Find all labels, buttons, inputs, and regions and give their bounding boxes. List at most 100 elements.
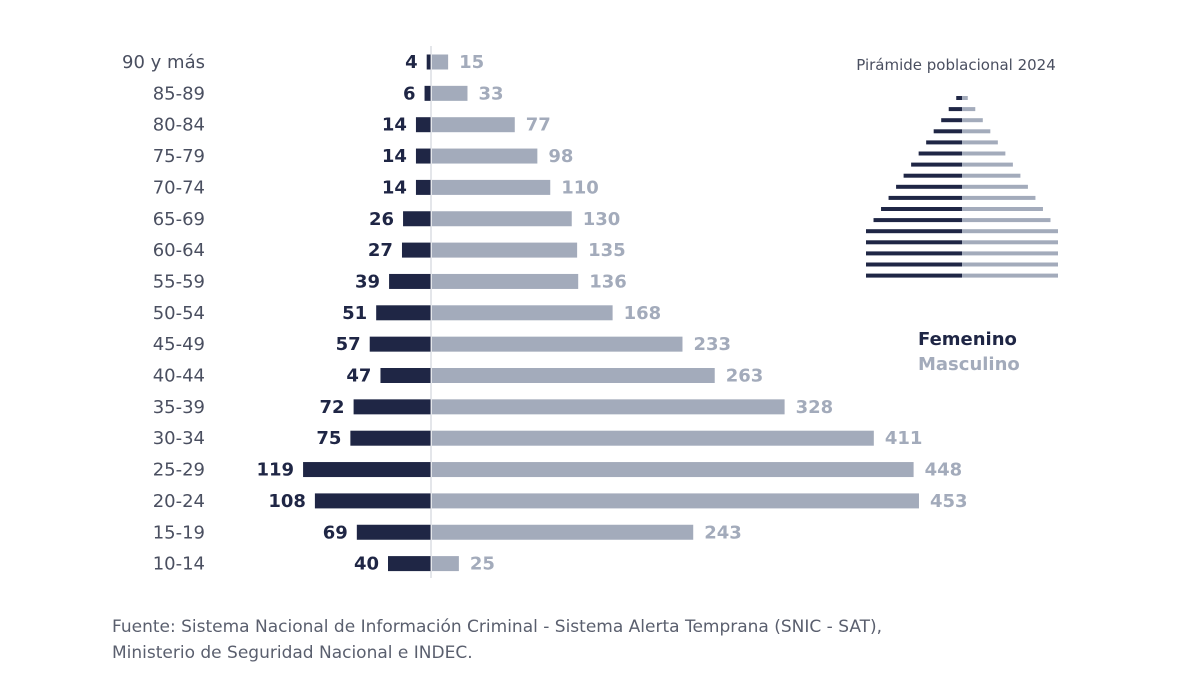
femenino-bar	[426, 54, 431, 70]
inset-femenino-bar	[866, 273, 962, 278]
femenino-value-label: 69	[323, 522, 348, 543]
age-group-label: 90 y más	[122, 52, 205, 73]
inset-masculino-bar	[962, 195, 1036, 200]
inset-title: Pirámide poblacional 2024	[856, 56, 1056, 74]
inset-femenino-bar	[956, 96, 962, 100]
legend-femenino: Femenino	[918, 329, 1017, 350]
age-group-label: 75-79	[153, 146, 205, 167]
masculino-value-label: 168	[624, 303, 662, 324]
inset-masculino-bar	[962, 151, 1006, 156]
inset-masculino-bar	[962, 140, 998, 145]
inset-femenino-bar	[866, 229, 962, 234]
inset-masculino-bar	[962, 129, 991, 134]
masculino-value-label: 15	[459, 52, 484, 73]
inset-masculino-bar	[962, 229, 1058, 234]
inset-masculino-bar	[962, 262, 1058, 267]
femenino-bar	[350, 430, 431, 446]
femenino-bar	[356, 524, 431, 540]
femenino-bars	[303, 54, 431, 572]
femenino-bar	[415, 117, 431, 133]
femenino-value-label: 72	[320, 397, 345, 418]
age-group-label: 10-14	[153, 554, 205, 575]
age-group-label: 40-44	[153, 366, 205, 387]
age-group-labels: 90 y más 85-89 80-84 75-79 70-74 65-69 60-64 55…	[122, 52, 205, 575]
femenino-bar	[369, 336, 431, 352]
age-group-label: 50-54	[153, 303, 205, 324]
masculino-value-label: 77	[526, 115, 551, 136]
age-group-label: 45-49	[153, 334, 205, 355]
masculino-value-label: 130	[583, 209, 621, 230]
femenino-value-label: 14	[382, 177, 407, 198]
masculino-bar	[432, 179, 551, 195]
masculino-bar	[432, 368, 715, 383]
femenino-value-label: 47	[346, 366, 371, 387]
inset-masculino-bar	[962, 173, 1021, 178]
inset-femenino-bar	[866, 262, 962, 267]
masculino-bar	[432, 273, 579, 289]
inset-masculino-bar	[962, 184, 1028, 189]
femenino-value-label: 57	[336, 334, 361, 355]
inset-masculino-bar	[962, 251, 1058, 256]
masculino-bar	[432, 399, 785, 415]
femenino-bar	[380, 368, 431, 383]
inset-masculino-bar	[962, 218, 1051, 223]
inset-femenino-bar	[911, 162, 962, 167]
inset-masculino-bar	[962, 96, 968, 100]
age-group-label: 70-74	[153, 177, 205, 198]
femenino-value-label: 26	[369, 209, 394, 230]
femenino-value-label: 14	[382, 115, 407, 136]
masculino-bar	[432, 462, 914, 478]
masculino-bar	[432, 305, 613, 321]
age-group-label: 80-84	[153, 115, 205, 136]
masculino-value-label: 328	[796, 397, 834, 418]
age-group-label: 65-69	[153, 209, 205, 230]
femenino-bar	[415, 179, 431, 195]
femenino-bar	[303, 462, 431, 478]
femenino-value-label: 40	[354, 554, 379, 575]
source-line-2: Ministerio de Seguridad Nacional e INDEC…	[112, 643, 473, 663]
femenino-value-label: 6	[403, 83, 416, 104]
masculino-bar	[432, 430, 874, 446]
masculino-value-label: 233	[693, 334, 731, 355]
age-group-label: 85-89	[153, 83, 205, 104]
inset-masculino-bar	[962, 118, 983, 123]
masculino-bar	[432, 336, 683, 352]
femenino-bar	[353, 399, 431, 415]
masculino-value-label: 136	[589, 271, 627, 292]
femenino-bar	[376, 305, 431, 321]
masculino-value-label: 25	[470, 554, 495, 575]
inset-femenino-bar	[873, 218, 962, 223]
femenino-bar	[314, 493, 431, 509]
inset-femenino-bar	[866, 251, 962, 256]
masculino-bar	[432, 117, 515, 133]
legend-masculino: Masculino	[918, 354, 1020, 375]
masculino-bars	[432, 54, 919, 572]
inset-femenino-bar	[918, 151, 962, 156]
masculino-bar	[432, 524, 694, 540]
age-group-label: 20-24	[153, 491, 205, 512]
inset-masculino-bar	[962, 273, 1058, 278]
source-line-1: Fuente: Sistema Nacional de Información …	[112, 617, 883, 637]
masculino-value-label: 110	[561, 177, 599, 198]
inset-femenino-bar	[896, 184, 962, 189]
inset-femenino-bar	[948, 107, 962, 112]
age-group-label: 30-34	[153, 428, 205, 449]
masculino-value-label: 453	[930, 491, 968, 512]
age-group-label: 35-39	[153, 397, 205, 418]
masculino-bar	[432, 211, 572, 227]
femenino-bar	[424, 85, 431, 101]
masculino-bar	[432, 242, 578, 258]
masculino-bar	[432, 556, 459, 572]
inset-femenino-bar	[888, 195, 962, 200]
masculino-bar	[432, 493, 919, 509]
femenino-value-label: 4	[405, 52, 418, 73]
age-group-label: 60-64	[153, 240, 205, 261]
age-group-label: 55-59	[153, 271, 205, 292]
masculino-value-label: 448	[925, 460, 963, 481]
inset-masculino-bar	[962, 240, 1058, 245]
inset-femenino-bar	[926, 140, 962, 145]
masculino-bar	[432, 85, 468, 101]
inset-masculino-bar	[962, 107, 976, 112]
